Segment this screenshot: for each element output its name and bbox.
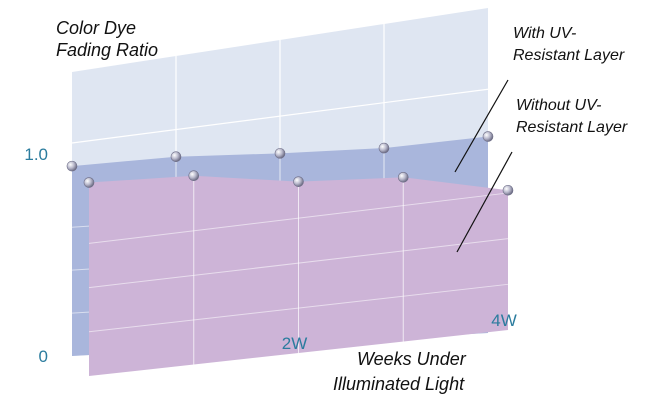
with-uv-marker	[274, 148, 286, 159]
series-callouts: With UV- Resistant Layer Without UV- Resist…	[454, 25, 628, 253]
without-uv-marker	[188, 170, 200, 182]
with-uv-marker	[170, 151, 182, 162]
without-uv-callout-label: Resistant Layer	[516, 119, 628, 136]
without-uv-callout-label: Without UV-	[516, 97, 602, 114]
x-tick-label: 4W	[491, 311, 517, 330]
data-markers	[66, 131, 514, 196]
x-axis-title-line-1: Weeks Under	[357, 349, 467, 369]
with-uv-marker	[66, 160, 78, 172]
x-tick-label: 2W	[282, 334, 308, 353]
without-uv-callout-line	[456, 151, 513, 253]
chart-title-line-1: Color Dye	[56, 18, 136, 38]
without-uv-marker	[293, 176, 304, 187]
x-axis-ticks: 2W 4W	[282, 311, 517, 353]
with-uv-callout-line	[454, 79, 509, 173]
with-uv-marker	[482, 131, 494, 142]
without-uv-marker	[397, 171, 409, 183]
y-tick-label: 1.0	[24, 145, 48, 164]
series-without-uv-layer	[88, 175, 509, 376]
with-uv-callout-label: Resistant Layer	[513, 47, 625, 64]
with-uv-callout-label: With UV-	[513, 25, 576, 42]
y-tick-label: 0	[39, 347, 48, 366]
x-axis-title-line-2: Illuminated Light	[333, 374, 465, 394]
without-uv-marker	[502, 184, 514, 196]
without-uv-marker	[83, 177, 95, 188]
with-uv-marker	[378, 142, 390, 154]
y-axis-ticks: 01.0	[24, 145, 48, 366]
chart-title-line-2: Fading Ratio	[56, 40, 158, 60]
